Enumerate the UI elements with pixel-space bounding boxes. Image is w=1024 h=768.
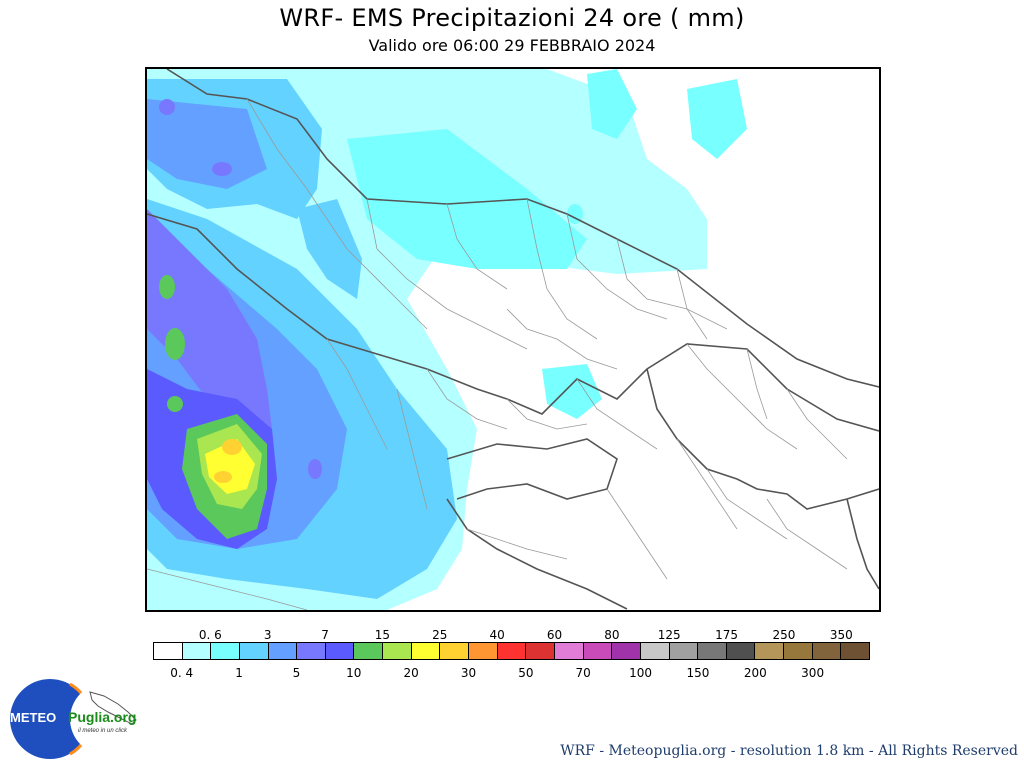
legend-tick-bottom: 1 — [235, 666, 243, 680]
legend-swatch — [526, 643, 555, 659]
legend-swatch — [268, 643, 298, 659]
legend-swatch — [440, 643, 470, 659]
legend-swatch — [698, 643, 727, 659]
color-scale-legend — [153, 642, 870, 662]
legend-tick-top: 3 — [263, 628, 272, 642]
precipitation-map — [145, 67, 881, 612]
logo-tagline: il meteo in un click — [78, 728, 128, 734]
legend-swatch — [554, 643, 584, 659]
legend-tick-bottom: 5 — [292, 666, 301, 680]
legend-swatch — [640, 643, 670, 659]
map-canvas — [147, 69, 879, 610]
legend-tick-bottom: 0. 4 — [170, 666, 194, 680]
legend-tick-bottom: 200 — [743, 666, 767, 680]
legend-tick-top: 125 — [657, 628, 681, 642]
legend-swatch — [469, 643, 498, 659]
legend-swatch — [669, 643, 699, 659]
legend-swatch — [239, 643, 269, 659]
legend-tick-bottom: 70 — [575, 666, 591, 680]
legend-tick-top: 80 — [604, 628, 620, 642]
precip-field-heavy — [147, 99, 322, 549]
legend-tick-top: 250 — [772, 628, 796, 642]
legend-swatch — [497, 643, 527, 659]
legend-swatch — [411, 643, 441, 659]
legend-tick-top: 40 — [489, 628, 505, 642]
legend-swatch — [154, 643, 183, 659]
legend-tick-bottom: 10 — [346, 666, 362, 680]
legend-tick-top: 350 — [829, 628, 853, 642]
legend-tick-bottom: 300 — [801, 666, 825, 680]
legend-tick-bottom: 20 — [403, 666, 419, 680]
legend-swatch — [182, 643, 212, 659]
legend-tick-top: 15 — [374, 628, 391, 642]
legend-tick-top: 60 — [546, 628, 563, 642]
map-title: WRF- EMS Precipitazioni 24 ore ( mm) — [279, 4, 745, 32]
legend-swatch — [583, 643, 613, 659]
legend-tick-top: 0. 6 — [198, 628, 222, 642]
legend-swatch — [841, 643, 870, 659]
legend-swatch — [383, 643, 412, 659]
province-borders — [147, 98, 848, 610]
meteopuglia-logo: METEO Puglia.org il meteo in un click — [8, 674, 148, 764]
legend-swatch — [354, 643, 384, 659]
logo-word-meteo: METEO — [10, 710, 57, 725]
legend-swatch — [726, 643, 756, 659]
legend-swatch — [612, 643, 641, 659]
logo-word-puglia: Puglia.org — [68, 709, 137, 725]
legend-swatch — [784, 643, 813, 659]
legend-swatch — [812, 643, 842, 659]
legend-tick-bottom: 100 — [629, 666, 652, 680]
legend-tick-bottom: 30 — [460, 666, 477, 680]
legend-tick-top: 175 — [715, 628, 739, 642]
legend-swatch — [211, 643, 240, 659]
map-subtitle: Valido ore 06:00 29 FEBBRAIO 2024 — [368, 36, 656, 55]
legend-tick-top: 7 — [321, 628, 329, 642]
legend-tick-top: 25 — [432, 628, 448, 642]
legend-swatch — [325, 643, 355, 659]
footer-credit: WRF - Meteopuglia.org - resolution 1.8 k… — [560, 743, 1018, 759]
legend-swatch — [297, 643, 326, 659]
logo-graphic — [10, 679, 142, 759]
legend-swatch — [755, 643, 785, 659]
legend-color-bar — [153, 642, 870, 660]
legend-tick-bottom: 50 — [518, 666, 534, 680]
legend-tick-bottom: 150 — [686, 666, 710, 680]
